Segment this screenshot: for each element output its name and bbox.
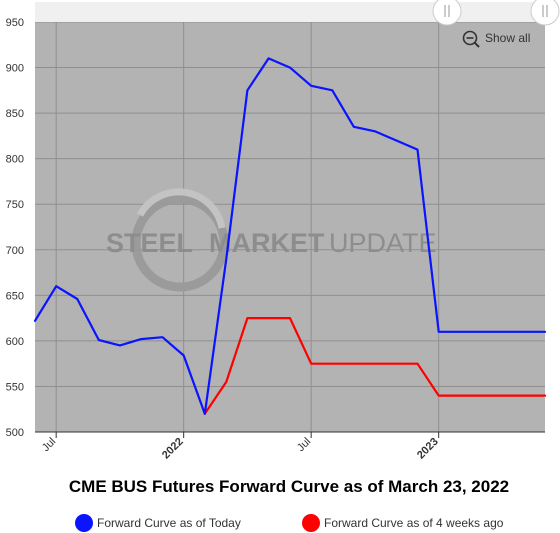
legend-item-4-weeks-ago[interactable]: Forward Curve as of 4 weeks ago (302, 514, 504, 532)
y-tick-label: 650 (6, 290, 24, 302)
y-tick-label: 750 (6, 199, 24, 211)
navigator-handle-left[interactable] (432, 0, 462, 26)
watermark-swoosh-icon (131, 188, 229, 292)
y-tick-label: 850 (6, 108, 24, 120)
navigator-strip[interactable] (35, 2, 545, 22)
y-axis: 500 550 600 650 700 750 800 850 900 950 (6, 17, 24, 439)
series-layer (33, 57, 547, 415)
y-tick-label: 950 (6, 17, 24, 29)
show-all-label[interactable]: Show all (485, 31, 530, 45)
legend-marker-today (75, 514, 93, 532)
legend-marker-4-weeks-ago (302, 514, 320, 532)
series-line-4-weeks-ago (203, 317, 547, 415)
x-axis: Jul 2022 Jul 2023 (40, 432, 441, 461)
y-tick-label: 900 (6, 63, 24, 75)
legend-label-today[interactable]: Forward Curve as of Today (97, 516, 241, 530)
navigator-handle-right[interactable] (530, 0, 560, 26)
plot-area (35, 2, 545, 432)
y-tick-label: 700 (6, 245, 24, 257)
x-tick-label: 2023 (415, 436, 441, 462)
watermark-text-steel: STEEL (106, 228, 193, 258)
y-tick-label: 600 (6, 336, 24, 348)
zoom-out-icon (462, 30, 480, 48)
y-tick-label: 800 (6, 154, 24, 166)
x-tick-label: 2022 (160, 436, 186, 462)
watermark-text-update: UPDATE (329, 228, 437, 258)
legend: Forward Curve as of Today Forward Curve … (75, 514, 504, 532)
x-tick-label: Jul (40, 436, 58, 454)
y-tick-label: 500 (6, 427, 24, 439)
y-tick-label: 550 (6, 381, 24, 393)
legend-label-4-weeks-ago[interactable]: Forward Curve as of 4 weeks ago (324, 516, 504, 530)
chart-title: CME BUS Futures Forward Curve as of Marc… (69, 477, 509, 496)
show-all-button[interactable]: Show all (455, 27, 540, 49)
x-tick-label: Jul (295, 436, 313, 454)
series-line-today (33, 57, 547, 415)
legend-item-today[interactable]: Forward Curve as of Today (75, 514, 241, 532)
